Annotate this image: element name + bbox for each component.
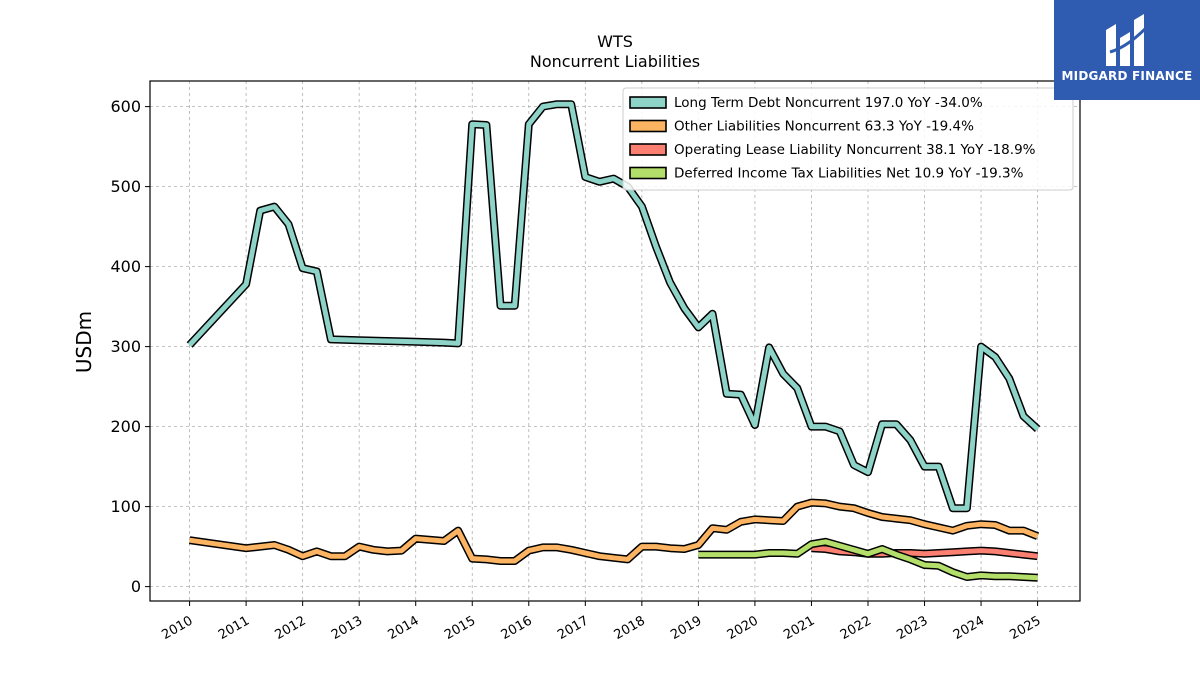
y-axis-label: USDm: [72, 311, 96, 373]
x-tick-label: 2021: [781, 613, 817, 643]
series-stroke: [698, 539, 1038, 581]
x-tick-label: 2017: [555, 613, 591, 643]
x-tick-label: 2010: [159, 613, 195, 643]
x-tick-label: 2019: [668, 613, 704, 643]
plot-frame: [149, 80, 1081, 602]
legend-swatch: [629, 96, 667, 109]
x-tick-label: 2025: [1007, 613, 1043, 643]
logo-text: MIDGARD FINANCE: [1061, 69, 1193, 83]
series-line-2: [189, 498, 1040, 565]
x-tick-label: 2023: [894, 613, 930, 643]
chart-subtitle: Noncurrent Liabilities: [530, 52, 700, 71]
series-layer: [186, 100, 1041, 582]
y-tick-label: 400: [110, 257, 141, 276]
legend-label: Long Term Debt Noncurrent 197.0 YoY -34.…: [674, 95, 983, 111]
legend-label: Operating Lease Liability Noncurrent 38.…: [674, 142, 1036, 158]
x-tick-label: 2020: [725, 613, 761, 643]
y-tick-label: 500: [110, 177, 141, 196]
y-tick-label: 300: [110, 337, 141, 356]
legend-box: [622, 87, 1074, 191]
y-tick-label: 600: [110, 97, 141, 116]
legend-label: Deferred Income Tax Liabilities Net 10.9…: [674, 166, 1024, 182]
series-line-4: [698, 537, 1038, 582]
y-tick-label: 200: [110, 417, 141, 436]
x-tick-label: 2024: [951, 613, 987, 643]
legend-swatch: [629, 143, 667, 156]
x-tick-label: 2012: [272, 613, 308, 643]
legend-swatch: [629, 119, 667, 133]
series-stroke: [187, 101, 1040, 511]
legend-swatch: [629, 166, 667, 180]
y-tick-label: 0: [131, 577, 141, 596]
legend: Long Term Debt Noncurrent 197.0 YoY -34.…: [622, 87, 1074, 191]
x-tick-label: 2022: [838, 613, 874, 643]
x-tick-label: 2015: [442, 613, 478, 643]
series-stroke: [189, 500, 1039, 564]
x-tick-label: 2014: [386, 613, 422, 643]
x-tick-label: 2013: [329, 613, 365, 643]
brand-logo: MIDGARD FINANCE: [1054, 0, 1200, 100]
legend-label: Other Liabilities Noncurrent 63.3 YoY -1…: [674, 119, 974, 135]
x-tick-label: 2018: [612, 613, 648, 643]
series-line-1: [186, 100, 1041, 513]
logo-mark-icon: [1106, 14, 1150, 66]
y-tick-label: 100: [110, 497, 141, 516]
x-tick-label: 2011: [216, 613, 252, 643]
x-tick-label: 2016: [499, 613, 535, 643]
chart-title: WTS: [597, 32, 633, 51]
